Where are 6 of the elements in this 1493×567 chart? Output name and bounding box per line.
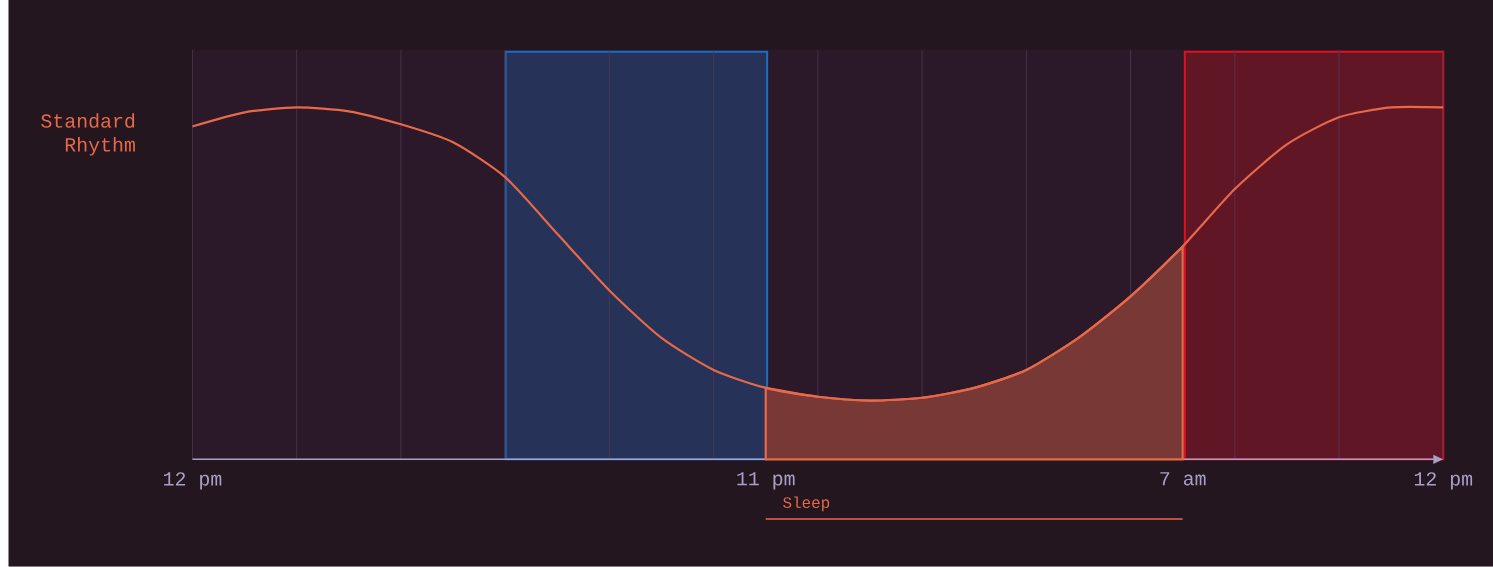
x-tick-label: 12 pm <box>1414 472 1473 490</box>
text: Standard Rhythm <box>41 113 135 156</box>
x-tick-label: 7 am <box>1160 472 1206 486</box>
text: Sleep <box>783 496 830 512</box>
x-tick-label: 11 pm <box>737 472 795 490</box>
x-tick-label: 12 pm <box>164 472 222 490</box>
